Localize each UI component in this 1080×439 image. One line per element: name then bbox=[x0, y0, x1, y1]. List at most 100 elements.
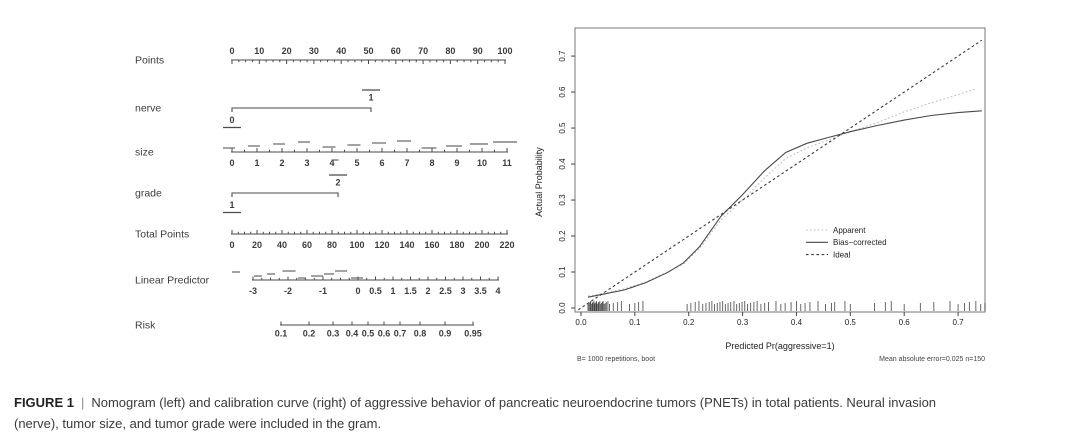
tick-label: 0 bbox=[229, 46, 234, 56]
nomogram-row-points: Points 0 10 20 30 40 50 60 70 80 90 100 bbox=[135, 46, 513, 67]
tick-label: 0 bbox=[229, 240, 234, 250]
tick-label: 0.95 bbox=[464, 329, 482, 339]
footnote-right: Mean absolute error=0.025 n=150 bbox=[879, 356, 985, 363]
tick-label: 70 bbox=[418, 46, 428, 56]
tick-label: 120 bbox=[374, 240, 389, 250]
tick-label: 10 bbox=[254, 46, 264, 56]
tick-label: 50 bbox=[363, 46, 373, 56]
row-label-points: Points bbox=[135, 55, 164, 67]
tick-label: 40 bbox=[277, 240, 287, 250]
factor-line bbox=[231, 107, 372, 112]
row-label-nerve: nerve bbox=[135, 103, 161, 115]
x-tick-label: 0.1 bbox=[629, 318, 641, 327]
nomogram-row-size: size 0 1 2 3 4 5 6 7 8 9 10 11 bbox=[135, 140, 517, 168]
x-tick-label: 0.5 bbox=[845, 318, 857, 327]
series-bias-corrected bbox=[587, 110, 982, 298]
nomogram-row-total-points: Total Points 0 20 40 60 80 100 120 140 160 180 200 2… bbox=[135, 229, 515, 251]
x-axis-title: Predicted Pr(aggressive=1) bbox=[725, 341, 834, 351]
level-label: 0 bbox=[229, 115, 234, 125]
tick-label: 0.5 bbox=[362, 329, 375, 339]
tick-label: 80 bbox=[327, 240, 337, 250]
tick-label: 1 bbox=[390, 286, 395, 296]
tick-label: 140 bbox=[399, 240, 414, 250]
x-tick-label: 0.3 bbox=[737, 318, 749, 327]
tick-label: 0.1 bbox=[275, 329, 288, 339]
x-tick-label: 0.2 bbox=[683, 318, 695, 327]
x-tick-label: 0.4 bbox=[791, 318, 803, 327]
tick-label: 40 bbox=[336, 46, 346, 56]
tick-label: 11 bbox=[502, 158, 512, 168]
tick-label: 3.5 bbox=[474, 286, 487, 296]
tick-label: 20 bbox=[282, 46, 292, 56]
tick-label: 0.8 bbox=[414, 329, 427, 339]
tick-label: 30 bbox=[309, 46, 319, 56]
tick-label: 80 bbox=[445, 46, 455, 56]
caption-separator: | bbox=[80, 395, 85, 410]
footnote-left: B= 1000 repetitions, boot bbox=[577, 356, 655, 363]
tick-label: 10 bbox=[477, 158, 487, 168]
caption-line-2: (nerve), tumor size, and tumor grade wer… bbox=[14, 414, 1068, 435]
rug-marks bbox=[587, 301, 986, 311]
plot-box bbox=[574, 27, 986, 313]
calibration-chart: 0.0 0.1 0.2 0.3 0.4 0.5 0.6 0.7 Predicted Pr(agg… bbox=[534, 27, 986, 363]
legend-label: Bias−corrected bbox=[833, 238, 887, 247]
tick-label: -2 bbox=[284, 286, 292, 296]
row-label-size: size bbox=[135, 147, 154, 159]
row-label-grade: grade bbox=[135, 188, 162, 200]
y-tick-label: 0.0 bbox=[558, 302, 567, 314]
level-label: 1 bbox=[368, 93, 373, 103]
tick-label: 220 bbox=[499, 240, 514, 250]
tick-label: 60 bbox=[391, 46, 401, 56]
tick-label: 1.5 bbox=[404, 286, 417, 296]
figure-caption: FIGURE 1 | Nomogram (left) and calibration… bbox=[14, 393, 1068, 434]
y-tick-label: 0.1 bbox=[558, 266, 567, 278]
x-axis: 0.0 0.1 0.2 0.3 0.4 0.5 0.6 0.7 Predicted Pr(agg… bbox=[575, 312, 964, 351]
row-label-risk: Risk bbox=[135, 320, 156, 332]
tick-label: 100 bbox=[349, 240, 364, 250]
level-label: 1 bbox=[229, 200, 234, 210]
tick-label: 1 bbox=[254, 158, 259, 168]
y-tick-label: 0.7 bbox=[558, 50, 567, 62]
factor-line bbox=[231, 192, 339, 197]
caption-text-line1: Nomogram (left) and calibration curve (r… bbox=[91, 395, 937, 410]
legend-label: Ideal bbox=[833, 250, 851, 259]
tick-label: 3 bbox=[460, 286, 465, 296]
tick-label: -3 bbox=[249, 286, 257, 296]
tick-label: 0.9 bbox=[439, 329, 452, 339]
tick-label: 200 bbox=[474, 240, 489, 250]
tick-label: 180 bbox=[449, 240, 464, 250]
tick-label: 0.4 bbox=[346, 329, 359, 339]
row-label-linear-predictor: Linear Predictor bbox=[135, 275, 210, 287]
tick-label: 60 bbox=[302, 240, 312, 250]
nomogram-row-grade: grade 1 2 bbox=[135, 174, 347, 214]
nomogram-row-linear-predictor: Linear Predictor -3 -2 -1 0 0.5 1 1.5 2 2.5 3 3.5 4 bbox=[135, 270, 501, 296]
tick-label: 4 bbox=[495, 286, 500, 296]
level-label: 2 bbox=[335, 178, 340, 188]
tick-label: 0 bbox=[229, 158, 234, 168]
series-apparent bbox=[587, 87, 978, 297]
tick-label: 8 bbox=[429, 158, 434, 168]
tick-label: 0.5 bbox=[369, 286, 382, 296]
y-tick-label: 0.4 bbox=[558, 158, 567, 170]
tick-label: 90 bbox=[473, 46, 483, 56]
y-tick-label: 0.6 bbox=[558, 86, 567, 98]
tick-label: 6 bbox=[379, 158, 384, 168]
legend: Apparent Bias−corrected Ideal bbox=[806, 226, 887, 259]
tick-label: 9 bbox=[454, 158, 459, 168]
row-label-total-points: Total Points bbox=[135, 229, 189, 241]
y-tick-label: 0.2 bbox=[558, 230, 567, 242]
caption-line-1: FIGURE 1 | Nomogram (left) and calibration… bbox=[14, 393, 1068, 414]
y-axis: 0.0 0.1 0.2 0.3 0.4 0.5 0.6 0.7 Actual Probabili… bbox=[534, 50, 575, 314]
y-axis-title: Actual Probability bbox=[534, 147, 544, 217]
tick-label: 2 bbox=[425, 286, 430, 296]
tick-label: 2.5 bbox=[439, 286, 452, 296]
tick-label: -1 bbox=[319, 286, 327, 296]
tick-label: 0.3 bbox=[327, 329, 340, 339]
tick-label: 7 bbox=[404, 158, 409, 168]
tick-label: 100 bbox=[497, 46, 512, 56]
y-tick-label: 0.3 bbox=[558, 194, 567, 206]
tick-label: 20 bbox=[252, 240, 262, 250]
